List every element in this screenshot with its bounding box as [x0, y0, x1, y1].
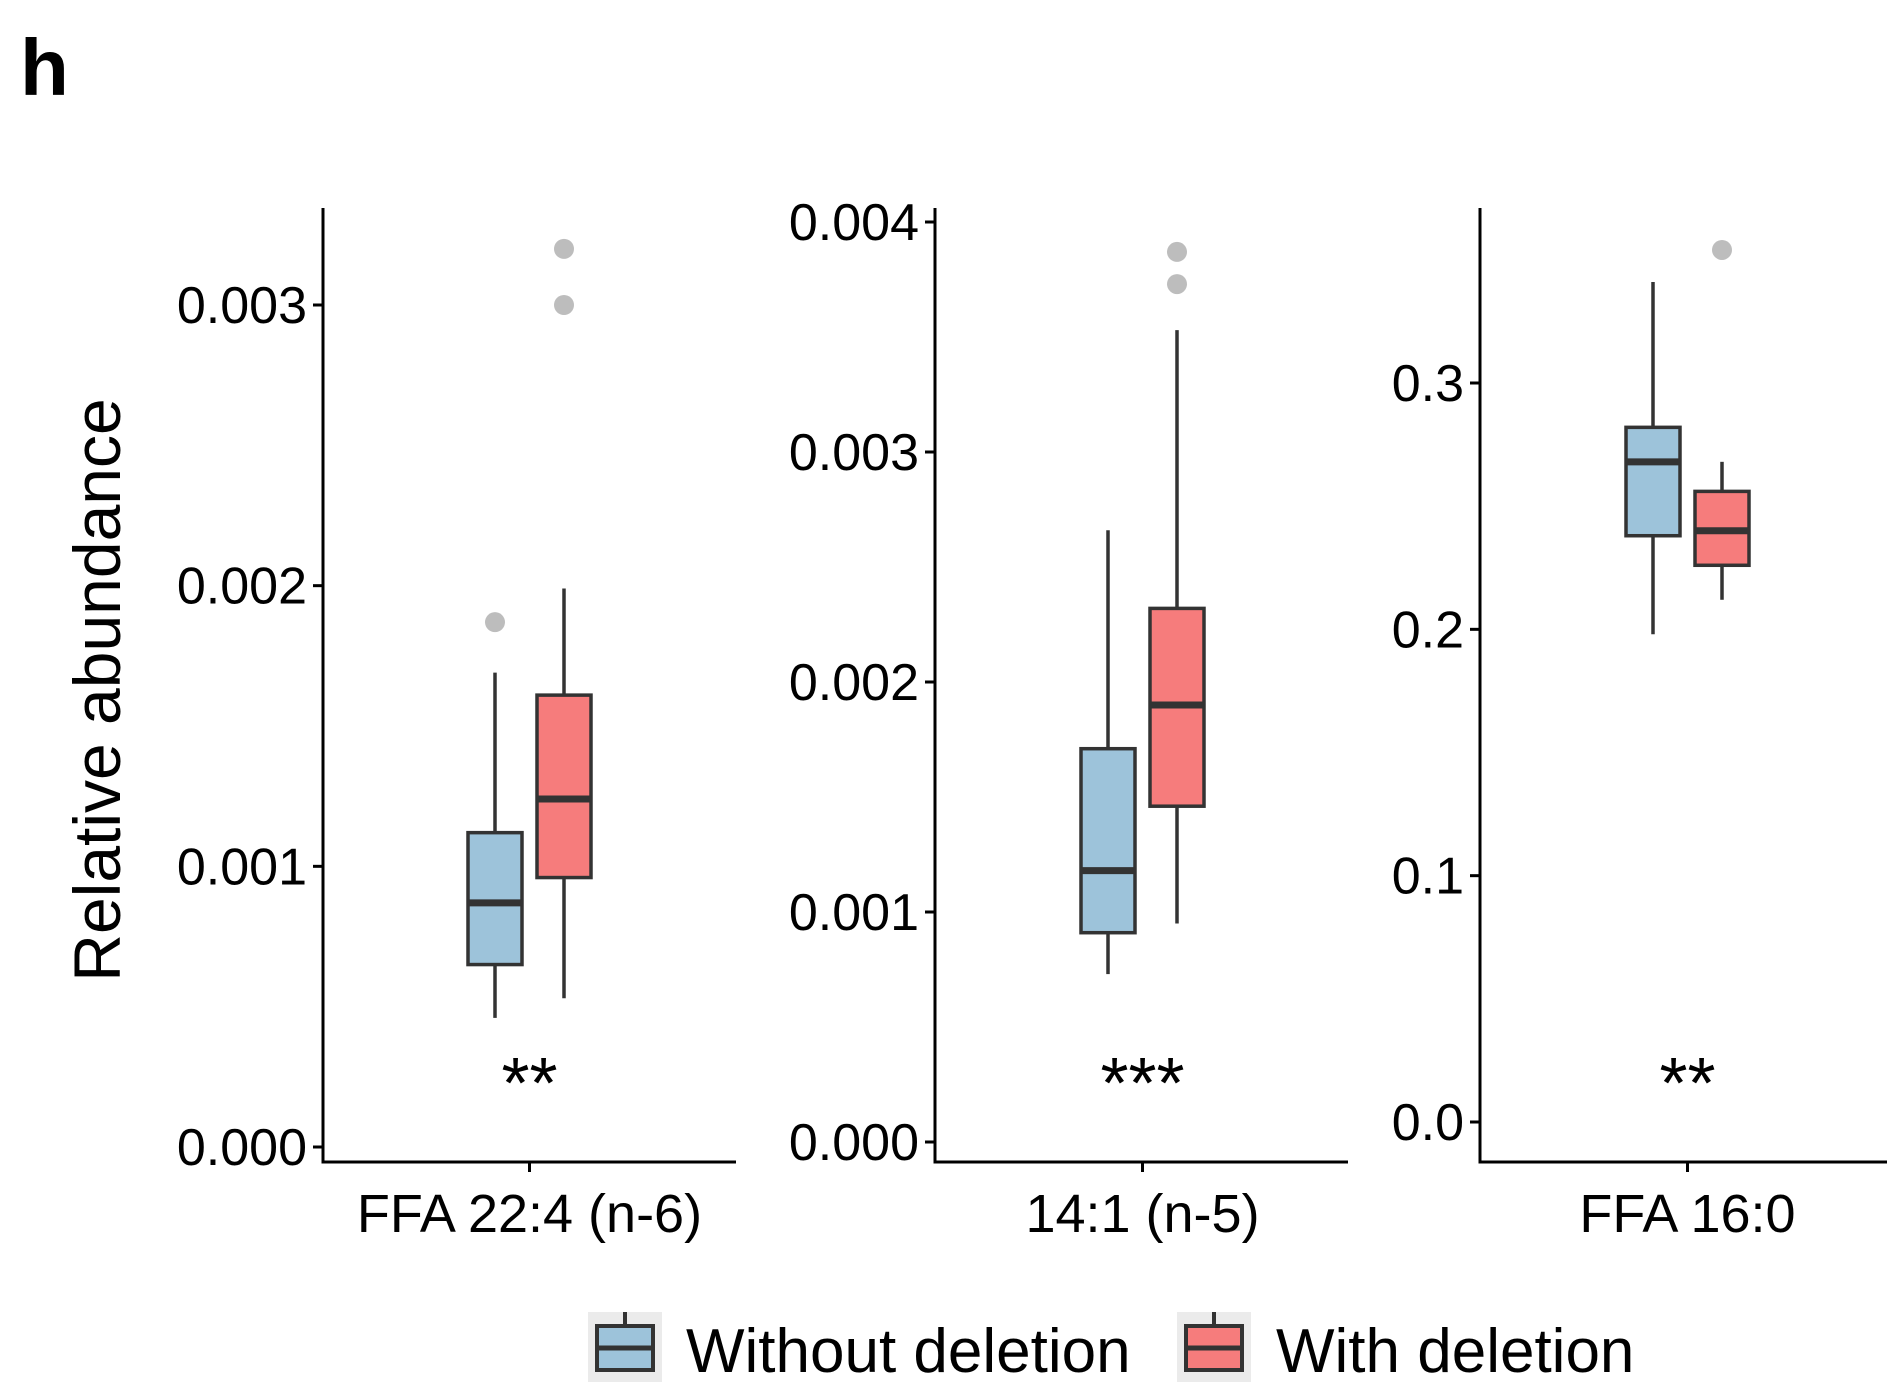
- x-category-label-ffa-22-4-n-6: FFA 22:4 (n-6): [357, 1184, 702, 1244]
- y-tick-label-ffa-16-0: 0.3: [1392, 355, 1464, 413]
- y-tick-label-14-1-n-5: 0.001: [789, 884, 919, 942]
- box-ffa-22-4-n-6-with-deletion: [535, 238, 593, 999]
- legend-label-without-deletion: Without deletion: [686, 1317, 1131, 1382]
- outlier-point: [1712, 239, 1732, 260]
- y-tick-label-14-1-n-5: 0.000: [789, 1114, 919, 1172]
- y-tick-label-ffa-22-4-n-6: 0.000: [177, 1119, 307, 1177]
- y-tick-label-14-1-n-5: 0.003: [789, 424, 919, 482]
- panel-ffa-16-0: 0.0 0.1 0.2 0.3 FFA 16:0 **: [1392, 208, 1887, 1244]
- panel-ffa-22-4: 0.000 0.001 0.002 0.003 FFA 22:4 (n-6) **: [177, 208, 736, 1244]
- box-ffa-22-4-n-6-without-deletion: [466, 612, 524, 1018]
- y-tick-label-ffa-16-0: 0.1: [1392, 848, 1464, 906]
- box-iqr: [1624, 425, 1682, 538]
- x-category-label-14-1-n-5: 14:1 (n-5): [1025, 1184, 1259, 1244]
- box-14-1-n-5-without-deletion: [1079, 530, 1137, 975]
- outlier-point: [1167, 274, 1187, 295]
- y-tick-label-ffa-16-0: 0.0: [1392, 1094, 1464, 1152]
- box-iqr: [1079, 746, 1137, 935]
- box-iqr: [535, 693, 593, 880]
- y-tick-label-14-1-n-5: 0.004: [789, 194, 919, 252]
- panel-letter: h: [20, 23, 69, 112]
- box-iqr: [466, 830, 524, 967]
- box-14-1-n-5-with-deletion: [1148, 241, 1206, 924]
- y-tick-label-ffa-16-0: 0.2: [1392, 601, 1464, 659]
- y-axis-label: Relative abundance: [60, 398, 134, 981]
- significance-label-14-1-n-5: ***: [1100, 1044, 1184, 1124]
- x-category-label-ffa-16-0: FFA 16:0: [1579, 1184, 1795, 1244]
- legend-label-with-deletion: With deletion: [1276, 1317, 1634, 1382]
- y-tick-label-ffa-22-4-n-6: 0.003: [177, 277, 307, 335]
- box-ffa-16-0-without-deletion: [1624, 282, 1682, 635]
- significance-label-ffa-16-0: **: [1659, 1044, 1715, 1124]
- outlier-point: [554, 295, 574, 315]
- outlier-point: [485, 612, 505, 633]
- outlier-point: [554, 238, 574, 259]
- panel-14-1: 0.000 0.001 0.002 0.003 0.004 14:1 (n-5) ***: [789, 194, 1348, 1244]
- y-tick-label-14-1-n-5: 0.002: [789, 654, 919, 712]
- significance-label-ffa-22-4-n-6: **: [501, 1044, 557, 1124]
- outlier-point: [1167, 241, 1187, 262]
- legend: Without deletion With deletion: [588, 1312, 1634, 1382]
- y-tick-label-ffa-22-4-n-6: 0.002: [177, 558, 307, 616]
- box-ffa-16-0-with-deletion: [1693, 239, 1751, 600]
- y-tick-label-ffa-22-4-n-6: 0.001: [177, 838, 307, 896]
